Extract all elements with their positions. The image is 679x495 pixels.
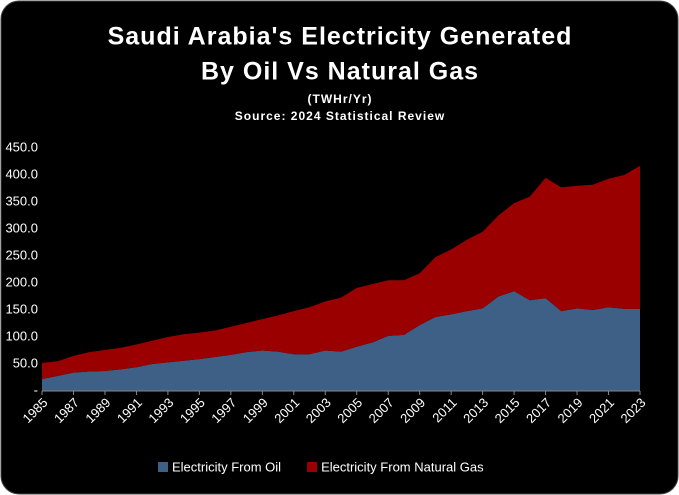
- y-tick-label: -: [34, 382, 38, 397]
- subtitle: Source: 2024 Statistical Review: [235, 109, 445, 123]
- y-tick-label: 450.0: [5, 139, 38, 154]
- y-tick-label: 100.0: [5, 328, 38, 343]
- y-tick-label: 250.0: [5, 247, 38, 262]
- area: [42, 165, 640, 380]
- y-tick-label: 50.0: [13, 355, 38, 370]
- y-tick-label: 400.0: [5, 166, 38, 181]
- chart-title: Saudi Arabia's Electricity Generated: [108, 23, 573, 51]
- legend-label: Electricity From Natural Gas: [321, 459, 484, 474]
- legend-swatch: [307, 462, 318, 472]
- y-tick-label: 200.0: [5, 274, 38, 289]
- legend-swatch: [158, 462, 168, 472]
- y-tick-label: 350.0: [5, 193, 38, 208]
- chart-title: By Oil Vs Natural Gas: [201, 58, 479, 86]
- y-tick-label: 150.0: [5, 301, 38, 316]
- legend-label: Electricity From Oil: [172, 459, 281, 474]
- area: [42, 291, 640, 391]
- y-tick-label: 300.0: [5, 220, 38, 235]
- subtitle: (TWHr/Yr): [308, 92, 373, 106]
